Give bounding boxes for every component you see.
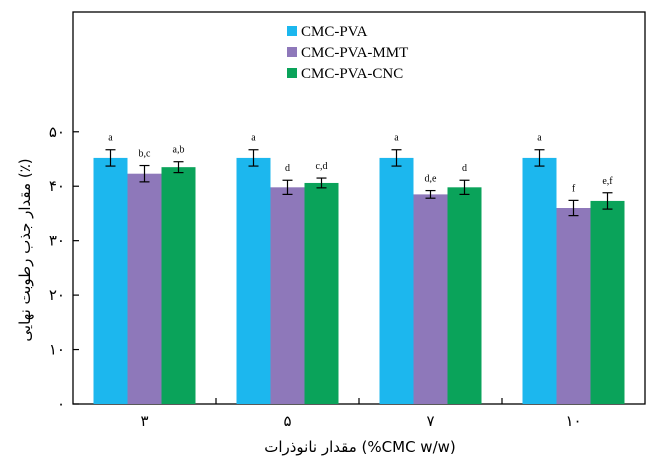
- significance-label: a,b: [173, 145, 185, 156]
- significance-label: a: [394, 133, 399, 144]
- legend-label: CMC-PVA: [301, 24, 368, 40]
- legend-swatch: [287, 26, 297, 36]
- y-tick-label: ۳۰: [49, 232, 65, 250]
- y-tick-label: ۴۰: [49, 177, 65, 195]
- bar: [379, 157, 414, 404]
- y-axis-title: مقدار جذب رطوبت نهایی (٪): [16, 158, 34, 341]
- y-tick-label: ۱۰: [49, 341, 65, 359]
- bars-group: [93, 157, 625, 404]
- legend-swatch: [287, 47, 297, 57]
- bar: [270, 187, 305, 404]
- y-tick-label: ۰: [57, 395, 65, 413]
- bar: [304, 182, 339, 404]
- y-tick-label: ۲۰: [49, 286, 65, 304]
- bar: [161, 167, 196, 404]
- bar: [522, 157, 557, 404]
- significance-label: a: [108, 133, 113, 144]
- significance-label: f: [572, 183, 576, 194]
- bar: [236, 157, 271, 404]
- significance-label: c,d: [316, 161, 328, 172]
- significance-label: d: [285, 163, 290, 174]
- legend-swatch: [287, 68, 297, 78]
- bar: [590, 200, 625, 404]
- legend-label: CMC-PVA-MMT: [301, 45, 408, 61]
- legend-label: CMC-PVA-CNC: [301, 66, 403, 82]
- x-tick-label: ۵: [283, 412, 291, 430]
- significance-label: b,c: [139, 149, 152, 160]
- x-axis-title: مقدار نانوذرات (%CMC w/w): [264, 438, 456, 456]
- x-tick-label: ۳: [140, 412, 148, 430]
- significance-label: d: [462, 163, 467, 174]
- y-axis: ۰ ۱۰ ۲۰ ۳۰ ۴۰ ۵۰: [49, 123, 79, 413]
- significance-label: a: [251, 133, 256, 144]
- x-tick-label: ۱۰: [565, 412, 581, 430]
- bar: [93, 157, 128, 404]
- bar: [127, 173, 162, 404]
- x-axis: ۳ ۵ ۷ ۱۰: [140, 398, 582, 430]
- x-tick-label: ۷: [426, 412, 434, 430]
- significance-labels-group: a a a a b,c d d,e f a,b c,d d e,f: [108, 133, 613, 195]
- error-bars-group: [105, 149, 613, 217]
- bar: [447, 187, 482, 404]
- bar: [556, 208, 591, 404]
- significance-label: e,f: [602, 176, 613, 187]
- y-tick-label: ۵۰: [49, 123, 65, 141]
- significance-label: d,e: [425, 174, 438, 185]
- legend: CMC-PVA CMC-PVA-MMT CMC-PVA-CNC: [287, 24, 408, 82]
- significance-label: a: [537, 133, 542, 144]
- bar: [413, 194, 448, 404]
